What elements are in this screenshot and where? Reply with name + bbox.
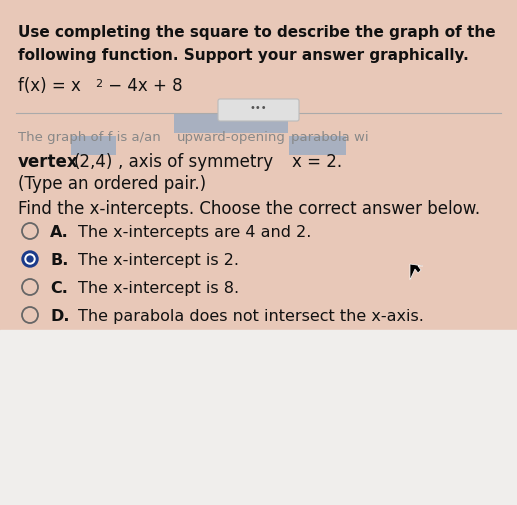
Circle shape: [25, 254, 35, 264]
Text: The x-intercepts are 4 and 2.: The x-intercepts are 4 and 2.: [78, 225, 311, 240]
Text: D.: D.: [50, 309, 69, 324]
Text: (2,4): (2,4): [73, 153, 113, 171]
Text: − 4x + 8: − 4x + 8: [103, 77, 183, 95]
Bar: [0, 330, 517, 505]
Text: (Type an ordered pair.): (Type an ordered pair.): [18, 175, 206, 193]
Text: B.: B.: [50, 253, 68, 268]
Text: The parabola does not intersect the x-axis.: The parabola does not intersect the x-ax…: [78, 309, 424, 324]
Text: A.: A.: [50, 225, 69, 240]
Text: parabola wi: parabola wi: [291, 131, 369, 144]
Circle shape: [27, 256, 33, 262]
Text: f(x) = x: f(x) = x: [18, 77, 81, 95]
Text: The x-intercept is 2.: The x-intercept is 2.: [78, 253, 239, 268]
FancyBboxPatch shape: [174, 114, 288, 133]
Text: vertex: vertex: [18, 153, 79, 171]
FancyBboxPatch shape: [218, 99, 299, 121]
Text: The graph of f is a/an: The graph of f is a/an: [18, 131, 161, 144]
Text: upward-opening: upward-opening: [177, 131, 285, 144]
Circle shape: [22, 251, 38, 267]
Text: following function. Support your answer graphically.: following function. Support your answer …: [18, 48, 469, 63]
Text: Use completing the square to describe the graph of the: Use completing the square to describe th…: [18, 25, 496, 40]
Text: 2: 2: [95, 79, 102, 89]
Text: C.: C.: [50, 281, 68, 296]
Text: Find the x-intercepts. Choose the correct answer below.: Find the x-intercepts. Choose the correc…: [18, 200, 480, 218]
Text: •••: •••: [249, 103, 267, 113]
FancyBboxPatch shape: [71, 136, 116, 155]
Text: The x-intercept is 8.: The x-intercept is 8.: [78, 281, 239, 296]
Bar: [0, 0, 517, 330]
Polygon shape: [410, 264, 423, 280]
Text: , axis of symmetry: , axis of symmetry: [118, 153, 273, 171]
Text: x = 2.: x = 2.: [292, 153, 342, 171]
FancyBboxPatch shape: [289, 136, 346, 155]
